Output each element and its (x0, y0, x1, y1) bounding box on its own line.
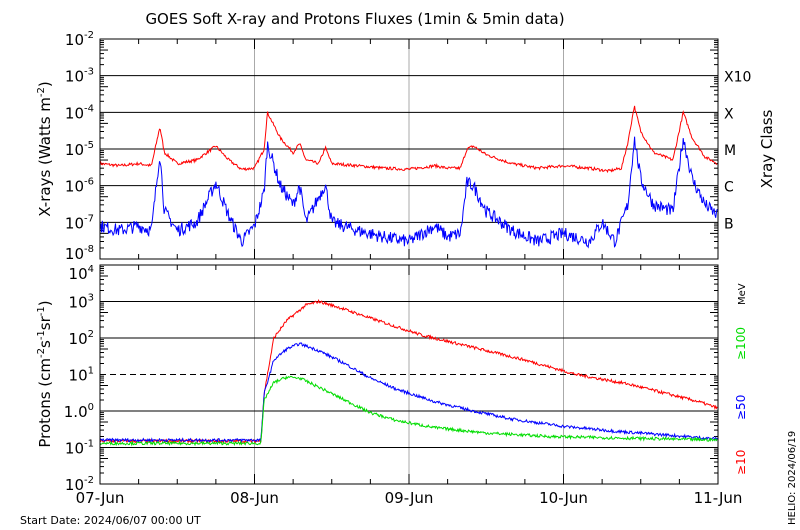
xray-panel: 10-2 10-3 10-4 10-5 10-6 10-7 10-8 X10 X M C B (65, 30, 751, 263)
proton-ylabel: Protons (cm-2s-1sr-1) (36, 300, 54, 447)
y-tick-label: 10-3 (65, 67, 94, 86)
series-long-line (99, 105, 718, 174)
y-tick-label: 1.00 (64, 402, 94, 421)
legend-≥10: ≥10 (734, 450, 748, 475)
plot-frame (99, 264, 719, 485)
start-date: Start Date: 2024/06/07 00:00 UT (20, 514, 201, 527)
y-tick-label: 10-1 (65, 439, 94, 458)
xray-class-C: C (724, 180, 734, 196)
y-tick-label: 10-8 (65, 244, 94, 263)
y-tick-label: 104 (69, 264, 94, 283)
legend-≥100: ≥100 (734, 327, 748, 360)
x-tick-label: 10-Jun (539, 489, 588, 507)
y-tick-label: 10-6 (65, 177, 94, 196)
xray-class-M: M (724, 143, 736, 159)
y-tick-label: 102 (69, 329, 94, 348)
xray-class-B: B (724, 216, 734, 232)
y-tick-label: 10-5 (65, 140, 94, 159)
x-tick-label: 08-Jun (230, 489, 279, 507)
series-short-line (99, 136, 718, 249)
y-tick-label: 101 (69, 366, 94, 385)
series-≥50-line (99, 342, 718, 443)
proton-panel: 104 103 102 101 1.00 10-1 10-207-Jun 08-Jun 09-J… (64, 264, 748, 507)
xray-class-X: X (724, 106, 734, 122)
y-tick-label: 10-7 (65, 213, 94, 232)
y-tick-label: 103 (69, 293, 94, 312)
x-tick-label: 07-Jun (76, 489, 125, 507)
xray-ylabel: X-rays (Watts m-2) (36, 81, 54, 216)
xray-class-label: Xray Class (758, 109, 776, 188)
y-tick-label: 10-2 (65, 475, 94, 494)
unit-label: MeV (737, 283, 748, 305)
y-tick-label: 10-2 (65, 30, 94, 49)
plot-frame (99, 38, 719, 260)
xray-class-X10: X10 (724, 70, 751, 86)
x-tick-label: 09-Jun (385, 489, 434, 507)
chart-title: GOES Soft X-ray and Protons Fluxes (1min… (145, 10, 564, 28)
legend-≥50: ≥50 (734, 395, 748, 420)
y-tick-label: 10-4 (65, 103, 94, 122)
x-tick-label: 11-Jun (694, 489, 743, 507)
helio-date: HELIO: 2024/06/19 (787, 431, 798, 525)
series-≥100-line (99, 375, 718, 447)
